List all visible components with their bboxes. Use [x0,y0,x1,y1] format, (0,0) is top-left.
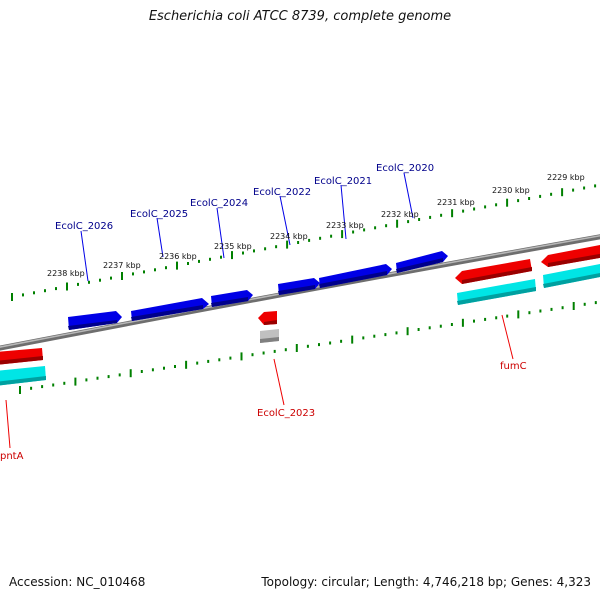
gene-label-fumc: fumC [500,361,527,372]
forward-gene-ecolc-2020[interactable] [396,251,448,273]
forward-gene-ecolc-2022[interactable] [278,278,320,295]
reverse-gene-ecolc-2023[interactable] [258,311,277,325]
tick-label: 2238 kbp [47,269,85,278]
label-leaders [5,172,514,449]
tick-label: 2234 kbp [270,232,308,241]
reverse-gene-pnta[interactable] [0,348,43,365]
genome-stats-label: Topology: circular; Length: 4,746,218 bp… [261,575,591,589]
gene-label-ecolc-2025: EcolC_2025 [130,209,188,220]
rna-feature-right-edge[interactable] [543,263,600,288]
tick-label: 2235 kbp [214,242,252,251]
inner-tick-ring [19,301,597,394]
accession-label: Accession: NC_010468 [9,575,146,589]
forward-gene-ecolc-2026[interactable] [68,311,122,330]
gene-label-ecolc-2023: EcolC_2023 [257,408,315,419]
tick-label: 2233 kbp [326,221,364,230]
forward-gene-ecolc-2024[interactable] [211,290,253,307]
gene-label-ecolc-2022: EcolC_2022 [253,187,311,198]
gene-label-pnta: pntA [0,451,24,462]
reverse-gene-right-edge[interactable] [541,244,600,267]
gene-label-ecolc-2021: EcolC_2021 [314,176,372,187]
tick-label: 2237 kbp [103,261,141,270]
reverse-gene-fumc[interactable] [455,259,532,284]
rna-feature-fumc[interactable] [457,279,536,305]
tick-label: 2231 kbp [437,198,475,207]
tick-label: 2236 kbp [159,252,197,261]
gene-label-ecolc-2026: EcolC_2026 [55,221,113,232]
rna-feature-pnta[interactable] [0,366,46,386]
tick-label: 2232 kbp [381,210,419,219]
gene-label-ecolc-2024: EcolC_2024 [190,198,248,209]
tick-label: 2229 kbp [547,173,585,182]
map-title: Escherichia coli ATCC 8739, complete gen… [148,9,452,24]
tick-label: 2230 kbp [492,186,530,195]
outer-tick-ring [11,184,597,301]
pseudo-gene-ecolc-2023[interactable] [260,329,279,343]
gene-label-ecolc-2020: EcolC_2020 [376,163,434,174]
forward-gene-ecolc-2021[interactable] [319,264,392,288]
forward-gene-ecolc-2025[interactable] [131,298,209,321]
